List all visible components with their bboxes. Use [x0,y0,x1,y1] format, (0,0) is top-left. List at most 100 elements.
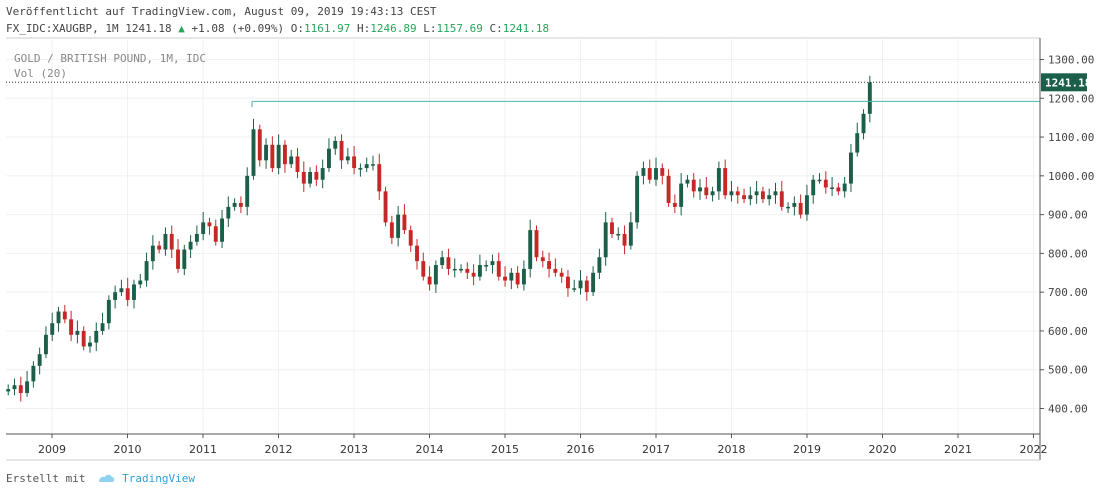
x-tick-label: 2019 [793,443,821,456]
x-tick-label: 2022 [1020,443,1048,456]
candle-body [559,272,564,277]
published-info: Veröffentlicht auf TradingView.com, Augu… [6,5,437,18]
candle-body [333,140,338,149]
candle-body [427,276,432,285]
candle-body [132,284,136,300]
x-tick-label: 2017 [642,443,670,456]
candle-body [572,288,577,290]
candle-body [748,195,753,200]
candle-body [415,245,419,262]
candle-body [477,265,482,277]
candle-body [584,280,589,293]
candle-body [654,168,658,180]
candle-body [150,245,155,262]
candle-body [371,164,375,166]
candle-body [484,265,489,267]
candle-body [345,156,350,161]
candle-body [106,299,111,324]
candle-body [685,179,690,184]
candle-body [459,268,463,271]
candle-body [402,214,407,231]
candle-body [786,206,791,209]
candle-body [56,311,61,324]
high-value: 1246.89 [370,22,417,35]
candle-body [251,129,256,176]
candle-body [855,133,860,153]
volume-legend: Vol (20) [14,67,67,80]
candle-body [377,164,382,192]
candle-body [157,245,162,250]
candle-body [811,179,816,196]
candle-body [421,261,426,277]
x-tick-label: 2014 [416,443,444,456]
candle-body [207,222,212,227]
last-price-label: 1241.18 [1045,76,1091,89]
open-value: 1161.97 [304,22,351,35]
change-value: +1.08 (+0.09%) [191,22,285,35]
tradingview-brand[interactable]: TradingView [122,472,195,485]
candle-body [610,222,614,234]
candle-body [503,276,508,281]
chart-grid [6,37,1040,434]
y-tick-label: 600.00 [1048,325,1088,338]
open-label: O: [290,22,305,35]
candle-body [742,195,746,200]
candle-body [798,202,803,215]
candle-body [760,191,765,200]
candle-body [18,385,23,393]
candle-body [723,168,728,196]
candle-body [565,276,570,289]
candle-body [320,168,325,180]
y-tick-label: 1000.00 [1048,170,1094,183]
candle-body [716,168,721,192]
candle-body [308,171,313,184]
candle-body [100,323,105,331]
candle-body [383,191,388,223]
time-axis: 2009 2010 2011 2012 2013 2014 2015 2016 2017 2018… [6,433,1048,461]
x-tick-label: 2018 [718,443,746,456]
candle-body [603,222,608,258]
x-tick-label: 2009 [38,443,66,456]
candle-body [232,202,237,207]
arrow-up-icon: ▲ [178,22,185,35]
candle-body [182,249,187,269]
candle-body [81,330,86,347]
y-tick-label: 1100.00 [1048,131,1094,144]
candle-body [867,82,872,114]
candle-body [194,234,199,242]
candle-body [509,272,514,281]
candle-body [616,234,621,236]
candle-body [830,187,835,189]
candle-body [301,171,306,184]
y-tick-label: 400.00 [1048,403,1088,416]
candle-body [672,202,677,207]
candle-body [666,175,671,203]
candle-body [440,257,445,266]
candle-body [389,222,394,238]
candle-body [257,129,262,161]
candle-body [169,234,174,250]
low-label: L: [423,22,437,35]
candle-body [213,226,218,242]
candle-body [471,272,476,277]
high-label: H: [357,22,371,35]
candle-body [817,179,822,182]
candle-body [540,257,545,262]
candle-body [289,156,294,165]
candle-body [37,354,42,366]
candle-body [735,191,740,196]
symbol-line: FX_IDC:XAUGBP, 1M 1241.18 [6,22,172,35]
candle-body [6,389,11,392]
candle-body [314,171,319,180]
candle-body [188,241,193,250]
candle-body [270,144,275,169]
candle-body [245,175,250,207]
candle-body [327,148,331,169]
candle-body [515,272,520,285]
candle-body [50,323,55,335]
x-tick-label: 2016 [567,443,595,456]
candle-body [358,168,363,170]
footer: Erstellt mit TradingView [6,472,195,485]
candle-body [591,272,596,293]
